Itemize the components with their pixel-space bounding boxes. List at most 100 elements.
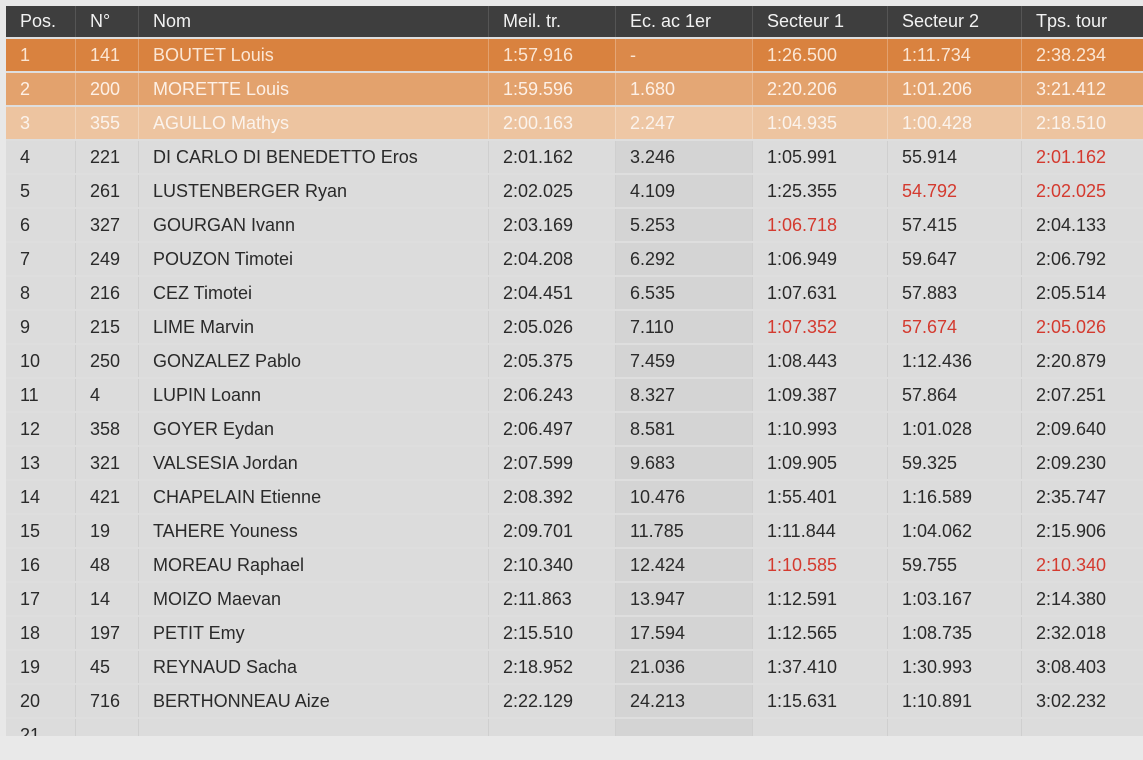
cell-name bbox=[138, 719, 488, 736]
cell-pos: 20 bbox=[20, 690, 41, 711]
table-row[interactable]: 9 215 LIME Marvin 2:05.026 7.110 1:07.352 57.6… bbox=[6, 311, 1143, 343]
table-row[interactable]: 4 221 DI CARLO DI BENEDETTO Eros 2:01.162 3.… bbox=[6, 141, 1143, 173]
cell-pos: 6 bbox=[20, 214, 31, 235]
cell-sector-1: 1:06.718 bbox=[752, 209, 887, 241]
table-row[interactable]: 15 19 TAHERE Youness 2:09.701 11.785 1:11.844… bbox=[6, 515, 1143, 547]
table-row[interactable]: 10 250 GONZALEZ Pablo 2:05.375 7.459 1:08.443… bbox=[6, 345, 1143, 377]
header-pos[interactable]: Pos. bbox=[20, 11, 57, 31]
cell-name: LIME Marvin bbox=[138, 311, 488, 343]
table-row[interactable]: 13 321 VALSESIA Jordan 2:07.599 9.683 1:09.90… bbox=[6, 447, 1143, 479]
cell-name: CHAPELAIN Etienne bbox=[138, 481, 488, 513]
header-gap[interactable]: Ec. ac 1er bbox=[615, 6, 752, 37]
cell-name: GOURGAN Ivann bbox=[138, 209, 488, 241]
cell-best-lap: 2:07.599 bbox=[488, 447, 615, 479]
table-row[interactable]: 11 4 LUPIN Loann 2:06.243 8.327 1:09.387 57.86… bbox=[6, 379, 1143, 411]
table-row[interactable]: 21 bbox=[6, 719, 1143, 736]
cell-best-lap: 2:09.701 bbox=[488, 515, 615, 547]
cell-lap-time: 2:09.640 bbox=[1021, 413, 1143, 445]
cell-gap: 8.327 bbox=[615, 379, 752, 411]
cell-lap-time: 2:15.906 bbox=[1021, 515, 1143, 547]
cell-name: POUZON Timotei bbox=[138, 243, 488, 275]
cell-sector-2: 57.883 bbox=[887, 277, 1021, 309]
header-name[interactable]: Nom bbox=[138, 6, 488, 37]
header-best-lap[interactable]: Meil. tr. bbox=[488, 6, 615, 37]
table-row[interactable]: 5 261 LUSTENBERGER Ryan 2:02.025 4.109 1:25.3… bbox=[6, 175, 1143, 207]
table-row[interactable]: 14 421 CHAPELAIN Etienne 2:08.392 10.476 1:55… bbox=[6, 481, 1143, 513]
cell-gap bbox=[615, 719, 752, 736]
cell-sector-2: 55.914 bbox=[887, 141, 1021, 173]
cell-sector-1: 1:12.591 bbox=[752, 583, 887, 615]
table-row[interactable]: 6 327 GOURGAN Ivann 2:03.169 5.253 1:06.718 57… bbox=[6, 209, 1143, 241]
cell-sector-1: 1:26.500 bbox=[752, 39, 887, 71]
header-lap-time[interactable]: Tps. tour bbox=[1021, 6, 1143, 37]
cell-sector-2: 1:00.428 bbox=[887, 107, 1021, 139]
cell-gap: 3.246 bbox=[615, 141, 752, 173]
cell-sector-1 bbox=[752, 719, 887, 736]
cell-name: LUSTENBERGER Ryan bbox=[138, 175, 488, 207]
cell-name: DI CARLO DI BENEDETTO Eros bbox=[138, 141, 488, 173]
cell-best-lap: 2:15.510 bbox=[488, 617, 615, 649]
table-row[interactable]: 12 358 GOYER Eydan 2:06.497 8.581 1:10.993 1:0… bbox=[6, 413, 1143, 445]
cell-lap-time: 2:02.025 bbox=[1021, 175, 1143, 207]
timing-table: Pos. N° Nom Meil. tr. Ec. ac 1er Secteur… bbox=[6, 6, 1143, 736]
cell-name: MOIZO Maevan bbox=[138, 583, 488, 615]
cell-lap-time: 2:01.162 bbox=[1021, 141, 1143, 173]
cell-pos: 17 bbox=[20, 588, 41, 609]
table-row[interactable]: 19 45 REYNAUD Sacha 2:18.952 21.036 1:37.410 1… bbox=[6, 651, 1143, 683]
cell-sector-1: 1:09.905 bbox=[752, 447, 887, 479]
cell-pos: 16 bbox=[20, 554, 41, 575]
cell-pos: 3 bbox=[20, 112, 31, 133]
table-row[interactable]: 20 716 BERTHONNEAU Aize 2:22.129 24.213 1:15.… bbox=[6, 685, 1143, 717]
cell-name: MORETTE Louis bbox=[138, 73, 488, 105]
cell-number: 200 bbox=[75, 73, 138, 105]
table-row[interactable]: 8 216 CEZ Timotei 2:04.451 6.535 1:07.631 57.8… bbox=[6, 277, 1143, 309]
cell-best-lap: 1:59.596 bbox=[488, 73, 615, 105]
table-header: Pos. N° Nom Meil. tr. Ec. ac 1er Secteur… bbox=[6, 6, 1143, 37]
cell-sector-1: 2:20.206 bbox=[752, 73, 887, 105]
cell-pos: 1 bbox=[20, 44, 31, 65]
cell-pos: 9 bbox=[20, 316, 31, 337]
cell-best-lap: 1:57.916 bbox=[488, 39, 615, 71]
cell-lap-time: 3:02.232 bbox=[1021, 685, 1143, 717]
cell-number: 421 bbox=[75, 481, 138, 513]
cell-sector-1: 1:09.387 bbox=[752, 379, 887, 411]
cell-gap: 7.459 bbox=[615, 345, 752, 377]
cell-name: MOREAU Raphael bbox=[138, 549, 488, 581]
cell-best-lap: 2:06.243 bbox=[488, 379, 615, 411]
cell-gap: 9.683 bbox=[615, 447, 752, 479]
table-row[interactable]: 1 141 BOUTET Louis 1:57.916-1:26.500 1:11.73… bbox=[6, 39, 1143, 71]
cell-number: 716 bbox=[75, 685, 138, 717]
cell-pos: 18 bbox=[20, 622, 41, 643]
cell-name: BERTHONNEAU Aize bbox=[138, 685, 488, 717]
cell-lap-time: 2:38.234 bbox=[1021, 39, 1143, 71]
cell-name: PETIT Emy bbox=[138, 617, 488, 649]
cell-sector-2: 1:04.062 bbox=[887, 515, 1021, 547]
cell-pos: 11 bbox=[20, 384, 39, 405]
header-sector-1[interactable]: Secteur 1 bbox=[752, 6, 887, 37]
cell-best-lap: 2:03.169 bbox=[488, 209, 615, 241]
table-row[interactable]: 2 200 MORETTE Louis 1:59.596 1.680 2:20.206 1:… bbox=[6, 73, 1143, 105]
table-row[interactable]: 3 355 AGULLO Mathys 2:00.163 2.247 1:04.935 1:… bbox=[6, 107, 1143, 139]
cell-best-lap bbox=[488, 719, 615, 736]
cell-name: LUPIN Loann bbox=[138, 379, 488, 411]
cell-pos: 4 bbox=[20, 146, 31, 167]
cell-best-lap: 2:01.162 bbox=[488, 141, 615, 173]
table-row[interactable]: 18 197 PETIT Emy 2:15.510 17.594 1:12.565 1:08… bbox=[6, 617, 1143, 649]
table-row[interactable]: 7 249 POUZON Timotei 2:04.208 6.292 1:06.949 5… bbox=[6, 243, 1143, 275]
header-sector-2[interactable]: Secteur 2 bbox=[887, 6, 1021, 37]
cell-lap-time: 2:18.510 bbox=[1021, 107, 1143, 139]
cell-name: TAHERE Youness bbox=[138, 515, 488, 547]
table-row[interactable]: 16 48 MOREAU Raphael 2:10.340 12.424 1:10.585… bbox=[6, 549, 1143, 581]
cell-sector-1: 1:15.631 bbox=[752, 685, 887, 717]
cell-sector-2: 1:30.993 bbox=[887, 651, 1021, 683]
cell-sector-1: 1:07.352 bbox=[752, 311, 887, 343]
cell-best-lap: 2:02.025 bbox=[488, 175, 615, 207]
cell-sector-1: 1:08.443 bbox=[752, 345, 887, 377]
cell-gap: 13.947 bbox=[615, 583, 752, 615]
header-number[interactable]: N° bbox=[75, 6, 138, 37]
cell-number: 358 bbox=[75, 413, 138, 445]
cell-number: 216 bbox=[75, 277, 138, 309]
cell-pos: 21 bbox=[20, 724, 41, 737]
table-row[interactable]: 17 14 MOIZO Maevan 2:11.863 13.947 1:12.591 1:… bbox=[6, 583, 1143, 615]
cell-number: 45 bbox=[75, 651, 138, 683]
